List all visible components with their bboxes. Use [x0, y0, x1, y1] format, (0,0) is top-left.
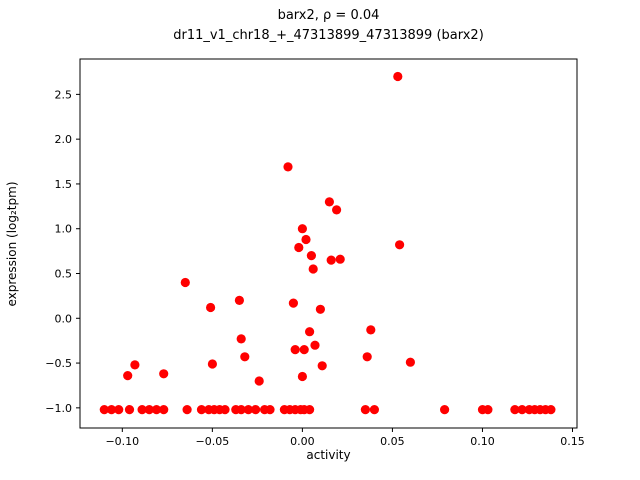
data-point — [369, 405, 379, 415]
x-tick-label: 0.15 — [560, 435, 585, 448]
data-point — [310, 340, 320, 350]
data-point — [130, 360, 140, 370]
data-point — [234, 295, 244, 305]
data-point — [240, 352, 250, 362]
data-point — [236, 405, 246, 415]
data-point — [306, 251, 316, 261]
data-point — [207, 359, 217, 369]
x-tick-label: −0.05 — [195, 435, 229, 448]
data-point — [220, 405, 230, 415]
x-tick-label: 0.10 — [470, 435, 495, 448]
x-tick-label: −0.10 — [105, 435, 139, 448]
data-point — [180, 277, 190, 288]
data-point — [440, 405, 450, 415]
data-point — [360, 405, 370, 415]
data-point — [251, 405, 261, 415]
data-point — [124, 405, 135, 415]
data-point — [326, 255, 336, 265]
data-point — [332, 205, 342, 215]
axes-frame — [79, 58, 578, 429]
data-point — [517, 405, 527, 415]
data-point — [290, 345, 300, 355]
chart-title: barx2, ρ = 0.04 — [277, 8, 380, 23]
data-point — [206, 302, 216, 313]
data-point — [243, 405, 253, 415]
data-point — [254, 376, 264, 386]
y-tick-label: 2.5 — [55, 88, 73, 101]
data-point — [236, 334, 246, 344]
y-tick-label: 1.5 — [55, 178, 73, 191]
data-point — [283, 162, 293, 172]
data-point — [137, 405, 147, 415]
data-point — [362, 352, 372, 362]
x-tick-label: 0.00 — [290, 435, 315, 448]
y-tick-label: 0.0 — [55, 312, 73, 325]
data-point — [315, 304, 325, 314]
data-point — [335, 254, 345, 264]
data-point — [299, 345, 309, 355]
data-point — [159, 405, 169, 415]
data-point — [123, 371, 133, 381]
data-point — [483, 405, 493, 415]
data-point — [265, 405, 275, 415]
data-point — [317, 361, 327, 371]
y-tick-label: 2.0 — [55, 133, 73, 146]
y-tick-label: −1.0 — [45, 402, 72, 415]
data-point — [297, 371, 307, 382]
chart-subtitle: dr11_v1_chr18_+_47313899_47313899 (barx2… — [173, 28, 484, 43]
x-axis-label: activity — [306, 448, 351, 462]
data-point — [366, 325, 376, 335]
data-point — [114, 405, 124, 415]
data-point — [305, 327, 315, 337]
data-point — [308, 264, 318, 274]
data-point — [196, 405, 207, 415]
y-tick-label: 0.5 — [55, 268, 73, 281]
data-point — [305, 405, 315, 415]
data-point — [546, 405, 556, 415]
data-point — [297, 224, 307, 234]
data-point — [405, 357, 415, 367]
y-tick-label: 1.0 — [55, 223, 73, 236]
data-point — [294, 242, 304, 253]
data-point — [106, 405, 117, 415]
data-point — [182, 405, 192, 415]
data-point — [301, 234, 311, 245]
data-point — [393, 71, 403, 82]
data-point — [151, 405, 162, 415]
data-point — [510, 405, 520, 415]
data-point — [288, 298, 298, 308]
data-point — [144, 405, 154, 415]
data-point — [324, 197, 334, 207]
x-tick-label: 0.05 — [380, 435, 405, 448]
data-point — [99, 405, 109, 415]
data-point — [395, 240, 405, 250]
data-point — [159, 369, 169, 379]
y-tick-label: −0.5 — [45, 357, 72, 370]
